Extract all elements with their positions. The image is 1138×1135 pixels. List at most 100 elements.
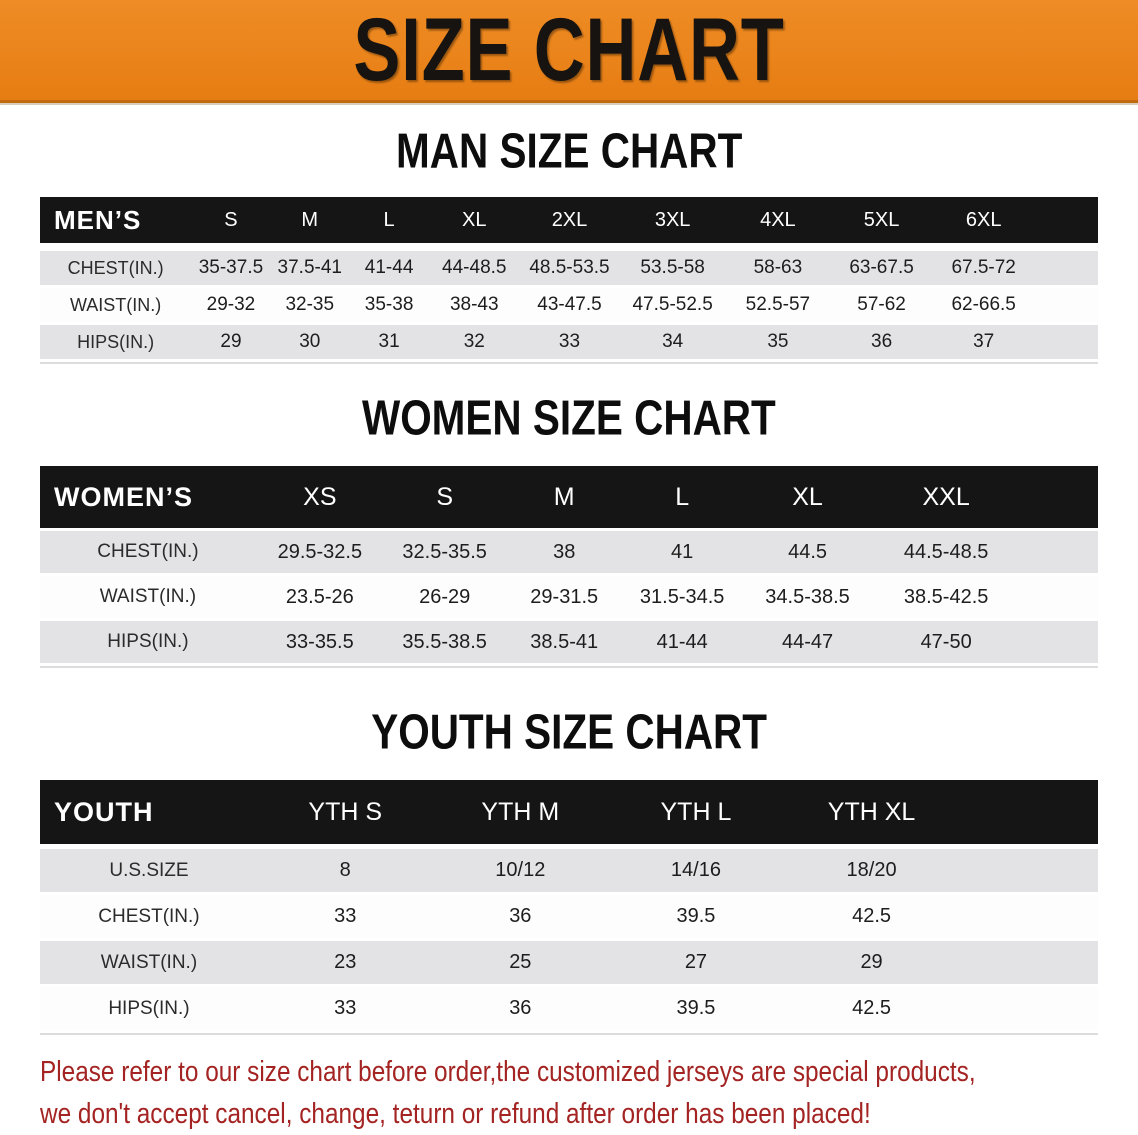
man-section-title: MAN SIZE CHART — [395, 124, 743, 179]
value-cell: 23.5-26 — [255, 576, 384, 621]
value-cell: 29.5-32.5 — [255, 531, 384, 576]
value-cell: 32-35 — [270, 288, 349, 325]
value-cell: 44-48.5 — [429, 251, 520, 288]
disclaimer-line-1: Please refer to our size chart before or… — [40, 1056, 976, 1088]
value-cell: 30 — [270, 325, 349, 362]
value-cell: 18/20 — [783, 849, 960, 895]
youth-table-title: YOUTH — [40, 780, 258, 849]
value-cell: 52.5-57 — [725, 288, 831, 325]
filler-cell — [1018, 621, 1098, 666]
size-column-header: L — [622, 466, 742, 531]
value-cell: 27 — [608, 941, 784, 987]
disclaimer-line-2: we don't accept cancel, change, teturn o… — [40, 1098, 871, 1130]
row-label: WAIST(IN.) — [40, 576, 256, 621]
value-cell: 39.5 — [608, 987, 784, 1033]
youth-header-row: YOUTH YTH S YTH M YTH L YTH XL — [40, 780, 1098, 849]
table-row-waist: WAIST(IN.) 23 25 27 29 — [40, 941, 1098, 987]
size-column-header: 5XL — [830, 197, 933, 251]
filler-cell — [1034, 251, 1098, 288]
women-table-title: WOMEN’S — [40, 466, 256, 531]
value-cell: 32 — [429, 325, 520, 362]
value-cell: 36 — [432, 987, 609, 1033]
table-row-waist: WAIST(IN.) 29-32 32-35 35-38 38-43 43-47… — [40, 288, 1098, 325]
size-column-header: XXL — [873, 466, 1019, 531]
women-header-row: WOMEN’S XS S M L XL XXL — [40, 466, 1098, 531]
value-cell: 57-62 — [830, 288, 933, 325]
filler-cell — [1034, 325, 1098, 362]
size-column-header: 4XL — [725, 197, 831, 251]
value-cell: 36 — [830, 325, 933, 362]
filler-cell — [959, 941, 1098, 987]
size-column-header: XL — [429, 197, 520, 251]
value-cell: 29 — [191, 325, 271, 362]
size-column-header: YTH M — [432, 780, 609, 849]
value-cell: 25 — [432, 941, 609, 987]
size-column-header: YTH S — [257, 780, 433, 849]
value-cell: 10/12 — [432, 849, 609, 895]
value-cell: 41 — [622, 531, 742, 576]
row-label: HIPS(IN.) — [40, 325, 192, 362]
value-cell: 23 — [257, 941, 433, 987]
table-row-hips: HIPS(IN.) 29 30 31 32 33 34 35 36 37 — [40, 325, 1098, 362]
value-cell: 26-29 — [383, 576, 506, 621]
filler-cell — [1018, 466, 1098, 531]
size-column-header: L — [348, 197, 430, 251]
youth-section-title: YOUTH SIZE CHART — [371, 705, 767, 760]
size-column-header: 6XL — [932, 197, 1035, 251]
size-column-header: YTH XL — [783, 780, 960, 849]
value-cell: 38-43 — [429, 288, 520, 325]
men-table-title: MEN’S — [40, 197, 192, 251]
size-column-header: XL — [741, 466, 874, 531]
filler-cell — [1034, 288, 1098, 325]
value-cell: 31.5-34.5 — [622, 576, 742, 621]
value-cell: 44.5 — [741, 531, 874, 576]
row-label: CHEST(IN.) — [40, 895, 258, 941]
table-row-chest: CHEST(IN.) 29.5-32.5 32.5-35.5 38 41 44.… — [40, 531, 1098, 576]
row-label: WAIST(IN.) — [40, 288, 192, 325]
value-cell: 35-37.5 — [191, 251, 271, 288]
value-cell: 14/16 — [608, 849, 784, 895]
row-label: HIPS(IN.) — [40, 987, 258, 1033]
size-column-header: S — [383, 466, 506, 531]
size-column-header: S — [191, 197, 271, 251]
value-cell: 44-47 — [741, 621, 874, 666]
value-cell: 33-35.5 — [255, 621, 384, 666]
size-column-header: XS — [255, 466, 384, 531]
value-cell: 37.5-41 — [270, 251, 349, 288]
banner-title: SIZE CHART — [353, 0, 785, 100]
value-cell: 38.5-42.5 — [873, 576, 1019, 621]
value-cell: 67.5-72 — [932, 251, 1035, 288]
women-size-table: WOMEN’S XS S M L XL XXL CHEST(IN.) 29.5-… — [40, 466, 1098, 668]
value-cell: 29-31.5 — [505, 576, 623, 621]
table-row-waist: WAIST(IN.) 23.5-26 26-29 29-31.5 31.5-34… — [40, 576, 1098, 621]
value-cell: 37 — [932, 325, 1035, 362]
table-row-us-size: U.S.SIZE 8 10/12 14/16 18/20 — [40, 849, 1098, 895]
value-cell: 38 — [505, 531, 623, 576]
value-cell: 35.5-38.5 — [383, 621, 506, 666]
value-cell: 39.5 — [608, 895, 784, 941]
value-cell: 62-66.5 — [932, 288, 1035, 325]
row-label: U.S.SIZE — [40, 849, 258, 895]
value-cell: 44.5-48.5 — [873, 531, 1019, 576]
value-cell: 35-38 — [348, 288, 430, 325]
men-header-row: MEN’S S M L XL 2XL 3XL 4XL 5XL 6XL — [40, 197, 1098, 251]
filler-cell — [959, 780, 1098, 849]
filler-cell — [1034, 197, 1098, 251]
value-cell: 33 — [519, 325, 620, 362]
value-cell: 38.5-41 — [505, 621, 623, 666]
filler-cell — [1018, 576, 1098, 621]
value-cell: 29 — [783, 941, 960, 987]
value-cell: 34.5-38.5 — [741, 576, 874, 621]
filler-cell — [959, 987, 1098, 1033]
value-cell: 33 — [257, 895, 433, 941]
row-label: CHEST(IN.) — [40, 251, 192, 288]
filler-cell — [959, 849, 1098, 895]
size-chart-banner: SIZE CHART — [0, 0, 1138, 103]
value-cell: 42.5 — [783, 987, 960, 1033]
value-cell: 41-44 — [622, 621, 742, 666]
value-cell: 58-63 — [725, 251, 831, 288]
value-cell: 32.5-35.5 — [383, 531, 506, 576]
value-cell: 34 — [619, 325, 726, 362]
value-cell: 41-44 — [348, 251, 430, 288]
table-row-chest: CHEST(IN.) 35-37.5 37.5-41 41-44 44-48.5… — [40, 251, 1098, 288]
